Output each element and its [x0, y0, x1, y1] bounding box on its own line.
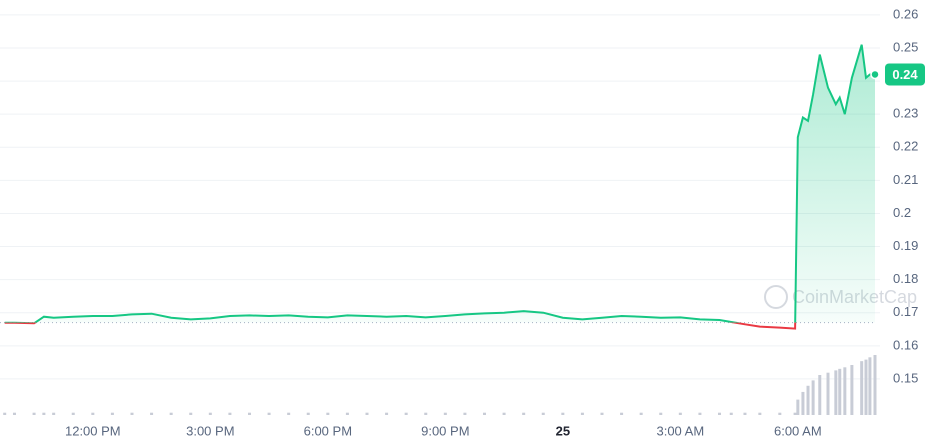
volume-bar	[150, 412, 154, 415]
volume-bar	[483, 412, 487, 415]
y-tick-label: 0.26	[893, 6, 918, 21]
y-tick-label: 0.16	[893, 337, 918, 352]
y-tick-label: 0.21	[893, 172, 918, 187]
volume-bar	[110, 412, 114, 415]
watermark-logo	[764, 285, 788, 309]
x-tick-label: 3:00 AM	[656, 423, 704, 438]
volume-bar	[287, 412, 291, 415]
volume-bar	[864, 359, 868, 415]
volume-bar	[404, 412, 408, 415]
y-tick-label: 0.18	[893, 271, 918, 286]
volume-bar	[718, 412, 722, 415]
volume-bar	[834, 370, 838, 415]
volume-bar	[860, 361, 864, 415]
volume-bar	[91, 412, 95, 415]
volume-bar	[424, 412, 428, 415]
volume-bar	[873, 355, 877, 415]
volume-bar	[580, 412, 584, 415]
volume-bar	[659, 412, 663, 415]
volume-bar	[267, 412, 271, 415]
x-tick-label: 3:00 PM	[186, 423, 234, 438]
volume-bar	[169, 412, 173, 415]
volume-bar	[796, 399, 800, 415]
volume-bar	[818, 375, 822, 415]
x-tick-label: 25	[556, 423, 570, 438]
volume-bar	[541, 412, 545, 415]
y-tick-label: 0.23	[893, 106, 918, 121]
volume-bar	[228, 412, 232, 415]
volume-bar	[385, 412, 389, 415]
y-tick-label: 0.17	[893, 304, 918, 319]
volume-bar	[600, 412, 604, 415]
volume-bar	[42, 412, 46, 415]
volume-bar	[208, 412, 212, 415]
volume-bar	[502, 412, 506, 415]
volume-bar	[32, 412, 36, 415]
volume-bar	[850, 365, 854, 415]
volume-bar	[843, 367, 847, 415]
current-price-badge	[885, 63, 925, 86]
x-tick-label: 6:00 AM	[774, 423, 822, 438]
volume-bar	[806, 385, 810, 415]
price-line-up	[4, 44, 875, 323]
volume-bar	[639, 412, 643, 415]
volume-bar	[678, 412, 682, 415]
last-point	[870, 69, 880, 80]
y-tick-label: 0.2	[893, 205, 911, 220]
volume-bar	[743, 412, 747, 415]
volume-bar	[620, 412, 624, 415]
volume-bar	[130, 412, 134, 415]
volume-bar	[52, 412, 56, 415]
volume-bar	[71, 412, 75, 415]
price-line-down	[4, 322, 797, 330]
volume-bar	[778, 412, 782, 415]
y-tick-label: 0.19	[893, 238, 918, 253]
volume-bar	[12, 412, 16, 415]
volume-bar	[189, 412, 193, 415]
y-tick-label: 0.25	[893, 39, 918, 54]
price-area	[4, 44, 875, 323]
volume-bar	[247, 412, 251, 415]
volume-bar	[561, 412, 565, 415]
volume-bar	[463, 412, 467, 415]
x-tick-label: 12:00 PM	[65, 423, 121, 438]
volume-bar	[729, 412, 733, 415]
volume-bar	[3, 412, 7, 415]
volume-bar	[345, 412, 349, 415]
volume-bar	[826, 372, 830, 415]
volume-bar	[326, 412, 330, 415]
current-price-label: 0.24	[892, 67, 918, 82]
volume-bar	[793, 412, 797, 415]
x-tick-label: 6:00 PM	[304, 423, 352, 438]
volume-bar	[758, 412, 762, 415]
y-tick-label: 0.22	[893, 139, 918, 154]
volume-bar	[443, 412, 447, 415]
volume-bar	[838, 368, 842, 415]
x-tick-label: 9:00 PM	[421, 423, 469, 438]
volume-bar	[365, 412, 369, 415]
volume-bar	[801, 391, 805, 415]
y-tick-label: 0.15	[893, 370, 918, 385]
volume-bar	[811, 380, 815, 415]
volume-bar	[306, 412, 310, 415]
volume-bar	[698, 412, 702, 415]
volume-bar	[868, 357, 872, 415]
volume-bar	[522, 412, 526, 415]
